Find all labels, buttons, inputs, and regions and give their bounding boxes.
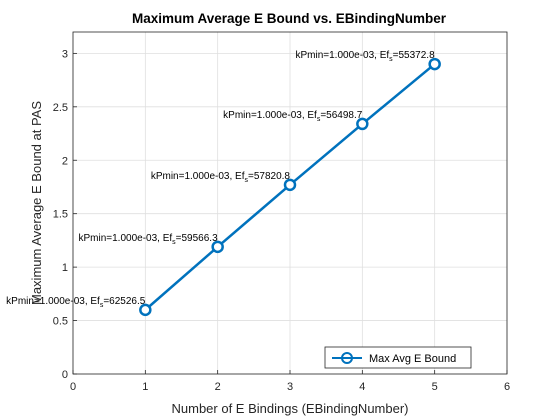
data-point xyxy=(283,178,297,192)
data-label: kPmin=1.000e-03, Efs=59566.3 xyxy=(78,233,218,246)
x-axis-label: Number of E Bindings (EBindingNumber) xyxy=(172,401,409,416)
axis-ticks: 0 1 2 3 4 5 6 0 0.5 1 1.5 2 2.5 3 xyxy=(53,48,510,393)
chart-title: Maximum Average E Bound vs. EBindingNumb… xyxy=(132,11,447,26)
x-tick-label: 6 xyxy=(504,381,510,393)
x-tick-label: 0 xyxy=(70,381,76,393)
y-tick-label: 1 xyxy=(62,262,68,274)
grid xyxy=(72,32,508,375)
annotations: kPmin=1.000e-03, Efs=62526.5 kPmin=1.000e… xyxy=(6,50,435,309)
y-tick-label: 3 xyxy=(62,48,68,60)
y-tick-label: 0 xyxy=(62,369,68,381)
y-tick-label: 2 xyxy=(62,155,68,167)
x-tick-label: 4 xyxy=(359,381,365,393)
data-label: kPmin=1.000e-03, Efs=57820.8 xyxy=(151,171,291,184)
legend-label: Max Avg E Bound xyxy=(369,353,456,365)
x-tick-label: 3 xyxy=(287,381,293,393)
data-label: kPmin=1.000e-03, Efs=62526.5 xyxy=(6,296,146,309)
data-point xyxy=(428,57,441,71)
y-tick-label: 1.5 xyxy=(53,209,68,221)
x-tick-label: 2 xyxy=(215,381,221,393)
data-point xyxy=(139,303,152,317)
data-point xyxy=(211,240,224,254)
y-tick-label: 0.5 xyxy=(53,316,68,328)
data-label: kPmin=1.000e-03, Efs=55372.8 xyxy=(295,50,435,63)
x-tick-label: 5 xyxy=(432,381,438,393)
legend: Max Avg E Bound xyxy=(324,346,472,369)
data-point xyxy=(356,117,369,131)
y-axis-label: Maximum Average E Bound at PAS xyxy=(29,101,44,305)
data-label: kPmin=1.000e-03, Efs=56498.7 xyxy=(223,110,363,123)
series-layer xyxy=(139,57,441,317)
y-tick-label: 2.5 xyxy=(53,102,68,114)
legend-marker-swatch xyxy=(341,352,353,364)
legend-box xyxy=(324,346,472,369)
x-tick-label: 1 xyxy=(142,381,148,393)
